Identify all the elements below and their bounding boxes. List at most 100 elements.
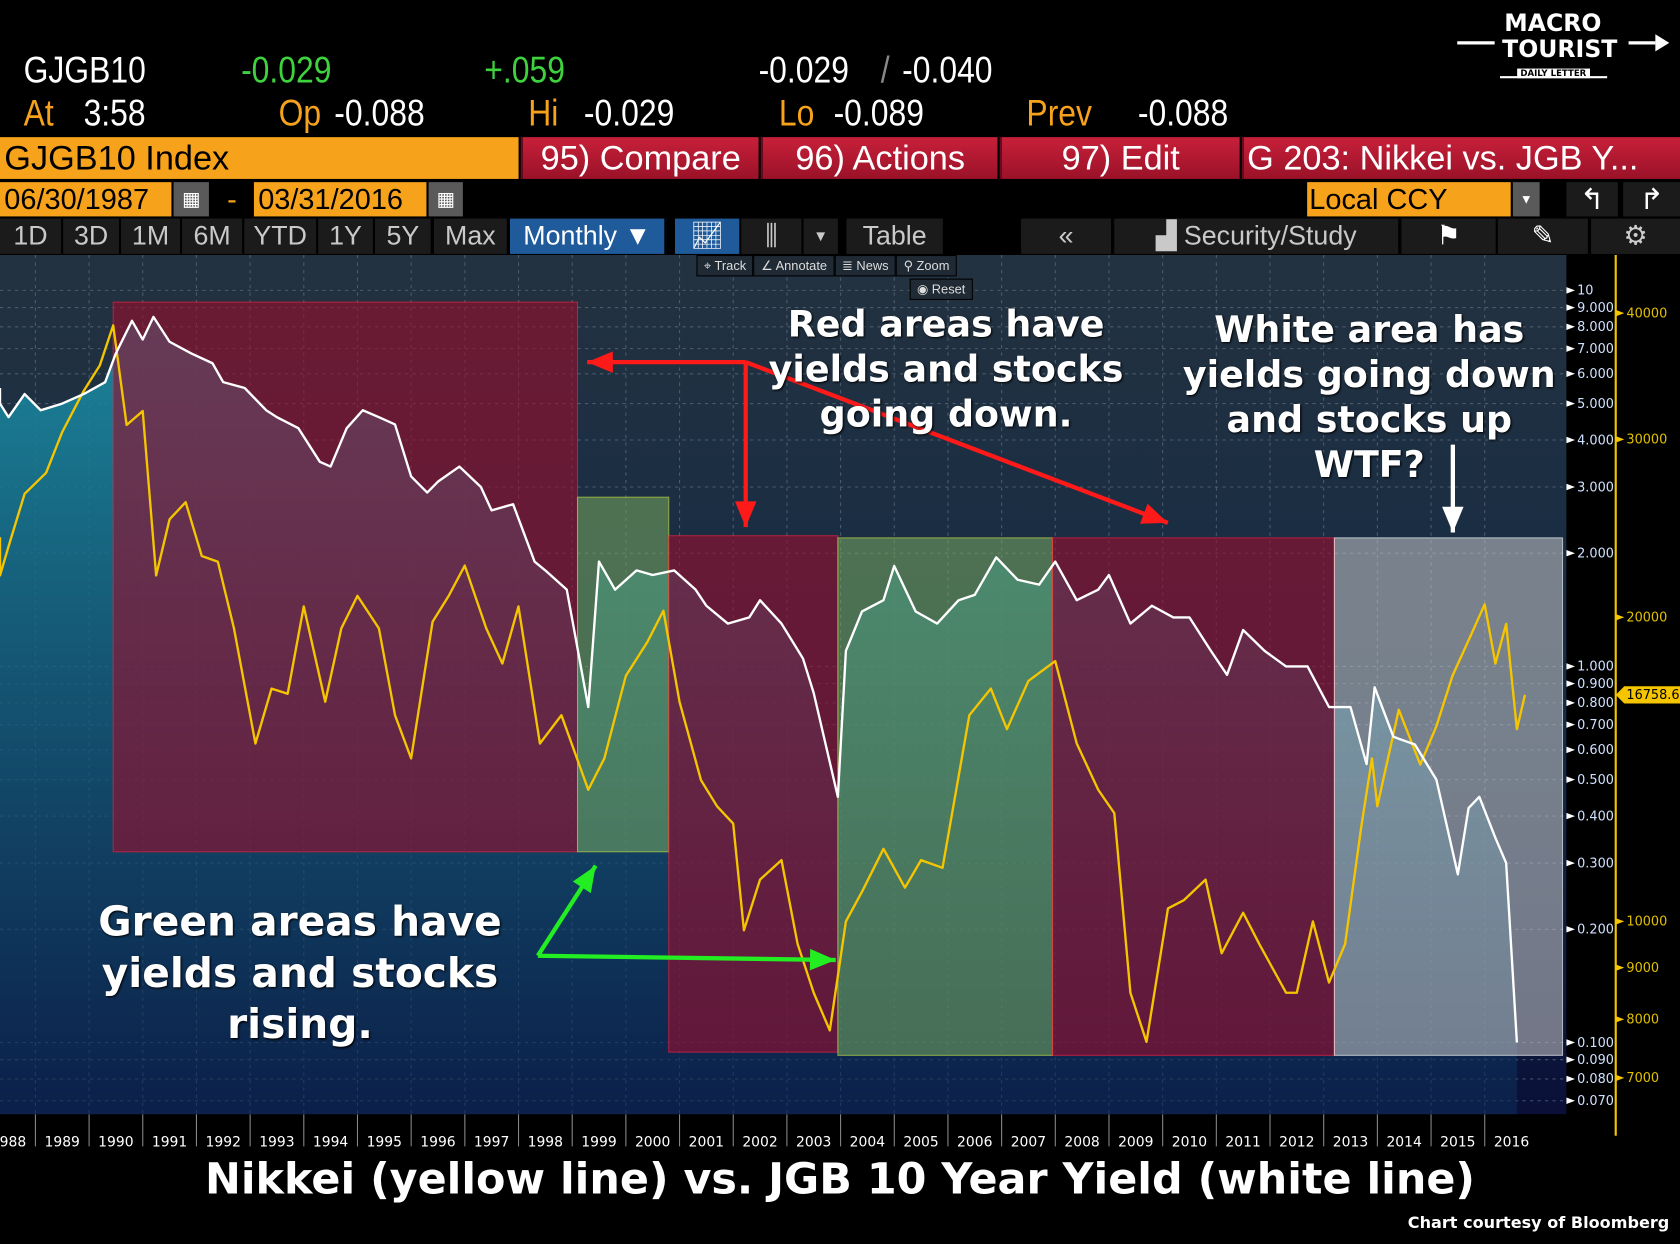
x-tick-label: 2016 (1494, 1134, 1529, 1150)
yield-tick (1566, 859, 1576, 867)
x-tick-label: 2003 (796, 1134, 831, 1150)
bid-ask-separator: / (880, 49, 890, 92)
x-tick-label: 1996 (420, 1134, 455, 1150)
yield-tick (1566, 746, 1576, 754)
x-tick-label: 2004 (850, 1134, 886, 1150)
nikkei-tick-label: 9000 (1626, 961, 1659, 976)
x-tick-label: 2008 (1064, 1134, 1099, 1150)
x-tick-label: 1988 (0, 1134, 26, 1150)
bar-chart-type-icon[interactable]: ⫼ (741, 218, 804, 254)
reset-button[interactable]: ◉ Reset (909, 278, 973, 301)
yield-tick-label: 0.100 (1577, 1036, 1614, 1051)
yield-tick-label: 0.090 (1577, 1053, 1614, 1068)
magnifier-icon: ⚲ (903, 258, 917, 274)
yield-tick (1566, 776, 1576, 783)
crosshair-icon: ⌖ (703, 258, 715, 274)
nikkei-tick (1615, 1016, 1625, 1023)
nikkei-tick-label: 30000 (1626, 433, 1667, 448)
tab-1d[interactable]: 1D (0, 218, 64, 254)
yield-tick (1566, 400, 1576, 407)
tab-1m[interactable]: 1M (121, 218, 183, 254)
reset-icon: ◉ (916, 281, 932, 297)
green-areas-annotation: Green areas have yields and stocks risin… (98, 897, 502, 1048)
calendar-icon[interactable]: ▦ (173, 182, 209, 217)
x-tick-label: 2015 (1440, 1134, 1475, 1150)
yield-tick-label: 1.000 (1577, 660, 1614, 675)
gear-icon[interactable]: ⚙ (1591, 218, 1680, 254)
line-chart-icon[interactable]: 📈︎ (675, 218, 742, 254)
last-value-tag (1615, 686, 1680, 704)
chevron-down-icon[interactable]: ▼ (1512, 182, 1540, 217)
tab-max[interactable]: Max (433, 218, 509, 254)
yield-tick (1566, 812, 1576, 820)
x-tick-label: 2007 (1011, 1134, 1046, 1150)
green-arrow-right-head (809, 948, 836, 971)
edit-annotation-icon[interactable]: ✎ (1497, 218, 1591, 254)
open-value: -0.088 (334, 92, 425, 134)
news-label: News (856, 258, 889, 274)
redo-icon[interactable]: ↱ (1623, 182, 1680, 217)
collapse-button[interactable]: « (1021, 218, 1114, 254)
yield-tick (1566, 699, 1576, 707)
yield-tick-label: 0.080 (1577, 1072, 1614, 1087)
edit-button[interactable]: 97) Edit (999, 137, 1240, 179)
x-tick-label: 1989 (45, 1134, 80, 1150)
zoom-label: Zoom (916, 258, 950, 274)
yield-tick (1566, 680, 1576, 687)
yield-tick-label: 10 (1577, 284, 1593, 299)
x-tick-label: 2005 (903, 1134, 938, 1150)
calendar-icon[interactable]: ▦ (428, 182, 463, 217)
x-tick-label: 1995 (367, 1134, 402, 1150)
zoom-button[interactable]: ⚲ Zoom (896, 255, 957, 277)
tab-3d[interactable]: 3D (63, 218, 122, 254)
yield-tick (1566, 550, 1576, 557)
start-date-input[interactable]: 06/30/1987 (0, 182, 172, 217)
flag-icon[interactable]: ⚑ (1401, 218, 1498, 254)
high-label: Hi (528, 92, 559, 134)
yield-tick (1566, 1097, 1576, 1104)
period-select-monthly[interactable]: Monthly ▼ (510, 218, 667, 254)
nikkei-tick-label: 10000 (1626, 915, 1667, 930)
tab-6m[interactable]: 6M (182, 218, 245, 254)
chevron-down-icon[interactable]: ▼ (803, 218, 841, 254)
nikkei-tick-label: 20000 (1626, 611, 1667, 626)
yield-tick (1566, 663, 1576, 670)
annotate-button[interactable]: ∠ Annotate (753, 255, 835, 277)
security-field[interactable]: GJGB10 Index (0, 137, 519, 179)
table-button[interactable]: Table (846, 218, 946, 254)
region-white (1333, 537, 1564, 1056)
track-button[interactable]: ⌖ Track (696, 255, 754, 277)
change-2: +.059 (484, 49, 565, 92)
yield-tick-label: 7.000 (1577, 342, 1614, 357)
x-tick-label: 1991 (152, 1134, 187, 1150)
undo-icon[interactable]: ↰ (1566, 182, 1618, 217)
currency-select[interactable]: Local CCY (1307, 182, 1511, 217)
nikkei-line (0, 324, 1527, 1044)
tab-1y[interactable]: 1Y (318, 218, 376, 254)
nikkei-tick (1615, 1074, 1625, 1082)
tab-5y[interactable]: 5Y (375, 218, 433, 254)
yield-tick-label: 2.000 (1577, 547, 1614, 562)
prev-label: Prev (1026, 92, 1092, 134)
yield-tick (1566, 1075, 1576, 1083)
high-value: -0.029 (583, 92, 675, 134)
white-area-annotation: White area has yields going down and sto… (1182, 308, 1556, 487)
end-date-input[interactable]: 03/31/2016 (253, 182, 427, 217)
region-red (1052, 537, 1335, 1056)
yield-tick-label: 0.070 (1577, 1094, 1614, 1109)
region-red (668, 535, 839, 1053)
security-study-button[interactable]: ▟ Security/Study (1114, 218, 1401, 254)
news-button[interactable]: ≣ News (834, 255, 897, 277)
x-tick-label: 2009 (1118, 1134, 1153, 1150)
chart-name-title[interactable]: G 203: Nikkei vs. JGB Y... (1241, 137, 1680, 179)
nikkei-tick-label: 7000 (1626, 1071, 1659, 1086)
x-tick-label: 1997 (474, 1134, 509, 1150)
chart-area[interactable]: 1988 1989 1990 1991 1992 1993 1994 1995 1996 1997… (0, 255, 1680, 1158)
compare-button[interactable]: 95) Compare (520, 137, 759, 179)
yield-tick (1566, 1039, 1576, 1046)
macro-tourist-logo: MACRO TOURIST DAILY LETTER (1457, 11, 1671, 86)
x-tick-label: 2014 (1386, 1134, 1422, 1150)
actions-button[interactable]: 96) Actions (760, 137, 998, 179)
yield-tick (1566, 721, 1576, 728)
tab-ytd[interactable]: YTD (244, 218, 319, 254)
